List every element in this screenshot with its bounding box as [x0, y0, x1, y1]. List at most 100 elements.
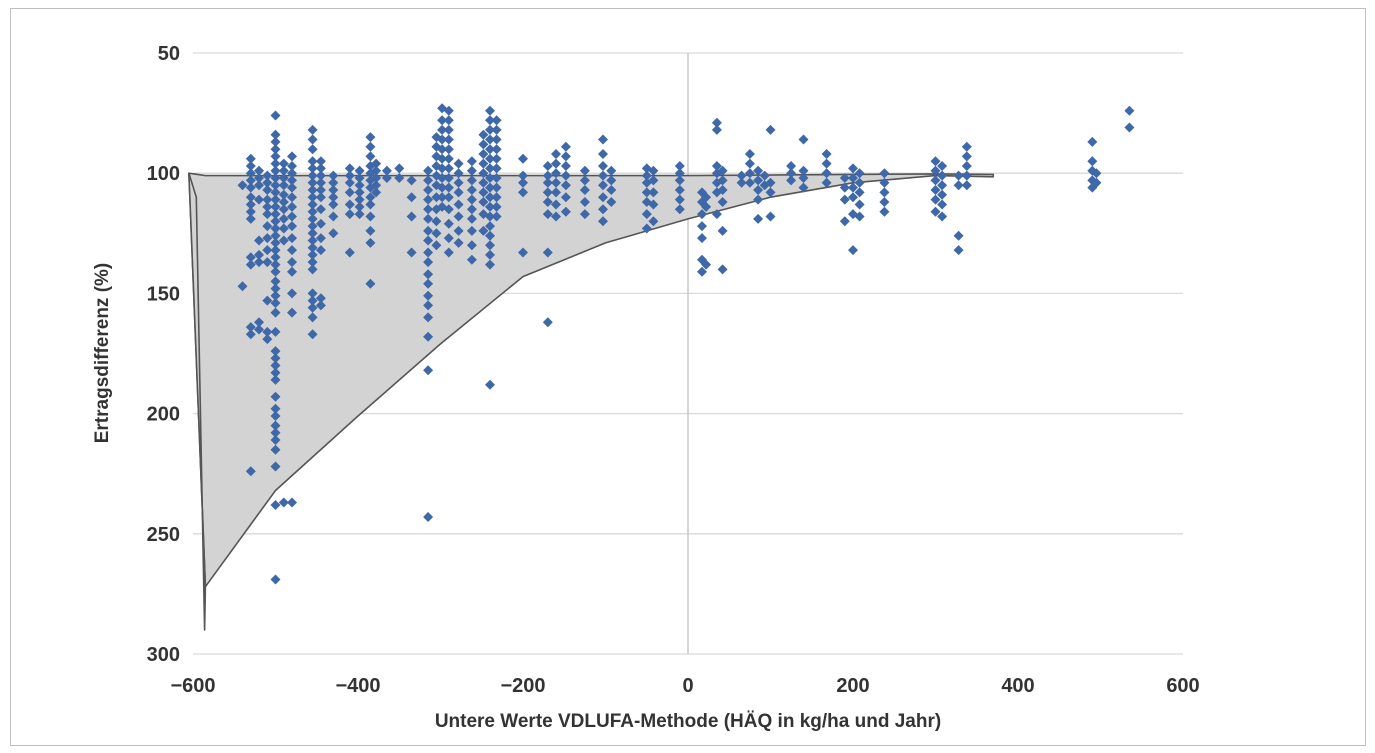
data-point [270, 574, 281, 585]
data-point [879, 197, 890, 207]
data-points [237, 103, 1135, 585]
data-point [930, 165, 941, 176]
data-point [786, 168, 797, 179]
data-point [854, 187, 865, 198]
data-point [453, 237, 464, 248]
data-point [270, 129, 281, 140]
envelope-spike [188, 172, 207, 631]
data-point [937, 170, 948, 181]
data-point [542, 170, 553, 181]
data-point [287, 211, 297, 222]
x-axis-title: Untere Werte VDLUFA-Methode (HÄQ in kg/h… [435, 711, 941, 732]
data-point [485, 163, 495, 174]
data-point [598, 161, 608, 171]
data-point [307, 156, 318, 167]
data-point [307, 124, 318, 135]
data-point [287, 221, 297, 232]
data-point [270, 266, 281, 277]
data-point [270, 187, 281, 198]
data-point [697, 266, 707, 277]
data-point [287, 245, 297, 256]
y-tick-label: 300 [147, 644, 180, 666]
data-point [262, 201, 273, 212]
data-point [744, 168, 755, 179]
data-point [753, 165, 764, 176]
data-point [848, 245, 858, 256]
data-point [478, 129, 489, 140]
data-point [287, 192, 297, 203]
data-point [307, 312, 318, 323]
data-point [598, 180, 608, 191]
data-point [551, 168, 561, 179]
data-point [307, 295, 318, 306]
data-point [371, 158, 382, 169]
data-point [287, 151, 297, 162]
data-point [270, 158, 281, 169]
data-point [262, 194, 273, 205]
data-point [674, 168, 685, 179]
data-point [270, 165, 281, 176]
data-point [551, 158, 561, 169]
data-point [262, 233, 273, 244]
data-point [961, 161, 972, 171]
data-point [821, 149, 832, 159]
data-point [648, 216, 659, 227]
data-point [344, 177, 355, 188]
data-point [443, 182, 454, 193]
data-point [394, 173, 405, 183]
data-point [423, 185, 434, 195]
data-point [328, 185, 339, 195]
data-point [478, 139, 489, 150]
data-point [485, 115, 495, 126]
data-point [518, 247, 528, 258]
data-point [315, 245, 326, 256]
data-point [245, 192, 256, 203]
data-point [478, 177, 489, 188]
data-point [270, 216, 281, 227]
data-point [307, 199, 318, 210]
data-point [717, 197, 728, 207]
data-point [854, 199, 865, 210]
data-point [453, 158, 464, 169]
data-point [641, 223, 652, 234]
data-point [307, 134, 318, 145]
data-point [961, 151, 972, 162]
data-point [262, 257, 273, 268]
data-point [478, 168, 489, 179]
data-point [443, 192, 454, 203]
data-point [491, 201, 502, 212]
data-point [606, 185, 617, 195]
data-point [254, 249, 264, 260]
data-point [287, 288, 297, 299]
data-point [711, 117, 722, 128]
data-point [560, 180, 571, 191]
data-point [287, 497, 297, 508]
data-point [245, 322, 256, 333]
data-point [254, 173, 264, 183]
data-point [697, 233, 707, 244]
data-point [423, 235, 434, 246]
data-point [961, 170, 972, 181]
data-point [270, 427, 281, 438]
data-point [307, 264, 318, 275]
data-point [262, 295, 273, 306]
data-point [423, 278, 434, 289]
data-point [560, 206, 571, 217]
data-point [443, 144, 454, 155]
data-point [491, 134, 502, 145]
data-point [365, 199, 376, 210]
data-point [270, 230, 281, 241]
data-point [491, 115, 502, 126]
data-point [478, 187, 489, 198]
data-point [278, 497, 289, 508]
data-point [423, 269, 434, 280]
data-point [287, 182, 297, 193]
data-point [1124, 105, 1135, 116]
data-point [307, 170, 318, 181]
data-point [245, 175, 256, 186]
data-point [560, 141, 571, 152]
data-point [437, 173, 448, 183]
data-point [953, 170, 964, 181]
data-point [344, 170, 355, 181]
data-point [839, 182, 850, 193]
